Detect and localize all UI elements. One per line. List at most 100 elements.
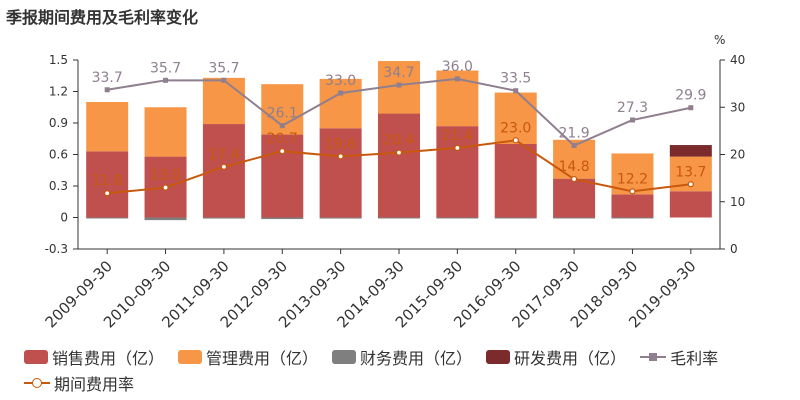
legend-item[interactable]: 研发费用（亿） bbox=[486, 344, 626, 370]
legend-swatch bbox=[24, 350, 48, 364]
data-label: 21.4 bbox=[442, 128, 473, 144]
bar-segment bbox=[553, 217, 596, 219]
line-point bbox=[454, 76, 460, 82]
bar-segment bbox=[553, 178, 596, 218]
chart-canvas: 33.7 35.7 35.7 26.1 33.0 34.7 36.0 33.5 21.9 27.3… bbox=[42, 33, 746, 331]
legend-line-swatch bbox=[24, 376, 50, 390]
bar-segment bbox=[611, 194, 654, 218]
line-point bbox=[220, 163, 228, 170]
y-tick-label-left: 0.3 bbox=[49, 179, 68, 193]
data-label: 36.0 bbox=[442, 59, 473, 75]
legend-label: 期间费用率 bbox=[54, 375, 135, 394]
bar-segment bbox=[202, 77, 245, 125]
bar-segment bbox=[378, 113, 420, 218]
bar-segment bbox=[202, 124, 245, 218]
line-point bbox=[279, 148, 286, 155]
bar-segment bbox=[319, 128, 362, 218]
data-label: 17.4 bbox=[208, 147, 239, 163]
bar-segment bbox=[319, 78, 362, 129]
data-label: 13.0 bbox=[150, 168, 181, 184]
line-point bbox=[221, 77, 227, 83]
legend-item[interactable]: 管理费用（亿） bbox=[178, 344, 318, 370]
bar-segment bbox=[144, 107, 187, 157]
line-point bbox=[396, 82, 402, 88]
line-point bbox=[163, 77, 169, 83]
y-tick-label-left: -0.3 bbox=[45, 242, 68, 256]
legend-swatch bbox=[178, 350, 203, 364]
data-label: 35.7 bbox=[208, 60, 239, 76]
data-label: 12.2 bbox=[617, 171, 648, 187]
data-label: 13.7 bbox=[675, 164, 706, 180]
y-tick-label-left: 0.9 bbox=[49, 116, 68, 130]
bar-segment bbox=[611, 217, 654, 219]
y-tick-label-left: 0.6 bbox=[49, 148, 68, 162]
line-point bbox=[688, 105, 694, 111]
data-label: 33.0 bbox=[325, 73, 356, 89]
bar-segment bbox=[436, 217, 479, 219]
bar-segment bbox=[494, 217, 537, 219]
bar-segment bbox=[86, 151, 129, 218]
bar-segment bbox=[319, 217, 362, 219]
y-tick-label-right: 40 bbox=[730, 53, 745, 67]
bar-segment bbox=[86, 217, 129, 219]
bar-segment bbox=[494, 144, 537, 218]
bar-segment bbox=[144, 217, 187, 221]
data-label: 11.8 bbox=[92, 173, 123, 189]
y-tick-label-left: 1.5 bbox=[49, 53, 68, 67]
line-point bbox=[337, 153, 344, 160]
line-point bbox=[454, 144, 461, 151]
legend-swatch bbox=[486, 350, 511, 364]
line-point bbox=[571, 143, 577, 149]
legend-item[interactable]: 销售费用（亿） bbox=[24, 344, 164, 370]
line-point bbox=[395, 149, 403, 156]
line-point bbox=[162, 184, 169, 191]
bar-segment bbox=[86, 102, 129, 152]
legend-label: 销售费用（亿） bbox=[52, 349, 165, 368]
data-label: 29.9 bbox=[675, 88, 706, 104]
data-label: 26.1 bbox=[267, 106, 298, 122]
line-point bbox=[629, 117, 635, 123]
y-tick-label-right: 10 bbox=[730, 195, 745, 209]
data-label: 14.8 bbox=[559, 159, 590, 175]
line-point bbox=[570, 175, 578, 183]
chart-legend: 销售费用（亿） 管理费用（亿） 财务费用（亿） 研发费用（亿） 毛利率期间费用率 bbox=[24, 344, 794, 396]
bar-segment bbox=[202, 217, 245, 219]
y-tick-label-right: 0 bbox=[730, 242, 738, 256]
legend-label: 毛利率 bbox=[670, 349, 719, 368]
bar-segment bbox=[669, 191, 712, 218]
data-label: 19.6 bbox=[325, 136, 356, 152]
line-point bbox=[629, 188, 636, 195]
legend-line-swatch bbox=[640, 350, 667, 364]
legend-item[interactable]: 毛利率 bbox=[640, 344, 718, 370]
bar-segment bbox=[669, 145, 712, 157]
legend-label: 财务费用（亿） bbox=[360, 349, 473, 368]
data-label: 20.4 bbox=[383, 133, 414, 149]
data-label: 33.7 bbox=[92, 70, 123, 86]
bar-segment bbox=[494, 92, 537, 144]
bar-segment bbox=[436, 126, 479, 218]
legend-item[interactable]: 期间费用率 bbox=[24, 370, 134, 396]
legend-label: 管理费用（亿） bbox=[206, 349, 319, 368]
data-label: 35.7 bbox=[150, 60, 181, 76]
line-point bbox=[687, 181, 694, 188]
y-tick-label-left: 0 bbox=[60, 211, 68, 225]
line-point bbox=[104, 87, 110, 93]
legend-item[interactable]: 财务费用（亿） bbox=[332, 344, 472, 370]
line-point bbox=[512, 137, 519, 144]
data-label: 34.7 bbox=[383, 65, 414, 81]
line-point bbox=[279, 123, 285, 129]
line-point bbox=[513, 88, 519, 94]
data-label: 27.3 bbox=[617, 100, 648, 116]
y-tick-label-right: 30 bbox=[730, 100, 745, 114]
y-tick-label-right: 20 bbox=[730, 148, 745, 162]
y-axis-right-unit: % bbox=[714, 33, 725, 47]
y-tick-label-left: 1.2 bbox=[49, 85, 68, 99]
data-label: 23.0 bbox=[500, 120, 531, 136]
bar-segment bbox=[378, 217, 420, 219]
legend-label: 研发费用（亿） bbox=[514, 349, 627, 368]
data-label: 21.9 bbox=[559, 126, 590, 142]
chart-title: 季报期间费用及毛利率变化 bbox=[6, 8, 199, 27]
data-label: 33.5 bbox=[500, 71, 531, 87]
line-point bbox=[104, 190, 111, 197]
line-point bbox=[338, 90, 344, 96]
